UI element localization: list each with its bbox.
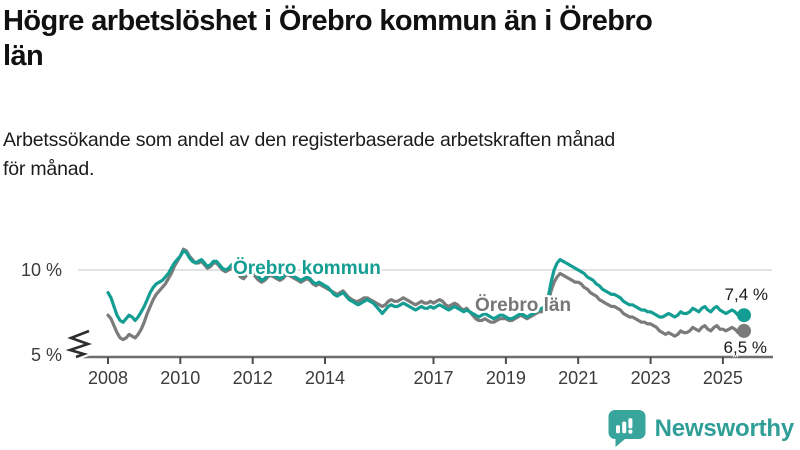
newsworthy-icon [608, 410, 646, 447]
end-value-label-lan: 6,5 % [723, 338, 767, 357]
chart-title: Högre arbetslöshet i Örebro kommun än i … [3, 5, 653, 72]
svg-text:2012: 2012 [233, 368, 273, 388]
svg-text:10 %: 10 % [21, 260, 62, 280]
series-label-orebro-kommun: Örebro kommun [233, 258, 381, 279]
svg-text:2025: 2025 [703, 368, 743, 388]
series-label-orebro-lan: Örebro län [475, 295, 572, 316]
svg-text:2021: 2021 [558, 368, 598, 388]
line-chart: 2008 2010 2012 2014 2017 2019 2021 2023 2025 5 % 1… [0, 232, 800, 402]
newsworthy-logo: Newsworthy [608, 410, 794, 447]
end-value-label-kommun: 7,4 % [724, 285, 768, 304]
svg-text:5 %: 5 % [31, 345, 62, 365]
speech-bubble-shape [608, 410, 646, 447]
svg-text:2017: 2017 [413, 368, 453, 388]
chart-subtitle: Arbetssökande som andel av den registerb… [3, 129, 616, 180]
svg-text:2008: 2008 [88, 368, 128, 388]
svg-text:2010: 2010 [160, 368, 200, 388]
mini-bar-chart-glyph [615, 418, 633, 434]
svg-text:2019: 2019 [486, 368, 526, 388]
exclamation-dot [627, 429, 633, 434]
svg-text:2014: 2014 [305, 368, 345, 388]
newsworthy-wordmark: Newsworthy [654, 414, 795, 442]
chart-canvas: 2008 2010 2012 2014 2017 2019 2021 2023 2025 5 % 1… [21, 247, 773, 388]
svg-text:2023: 2023 [631, 368, 671, 388]
